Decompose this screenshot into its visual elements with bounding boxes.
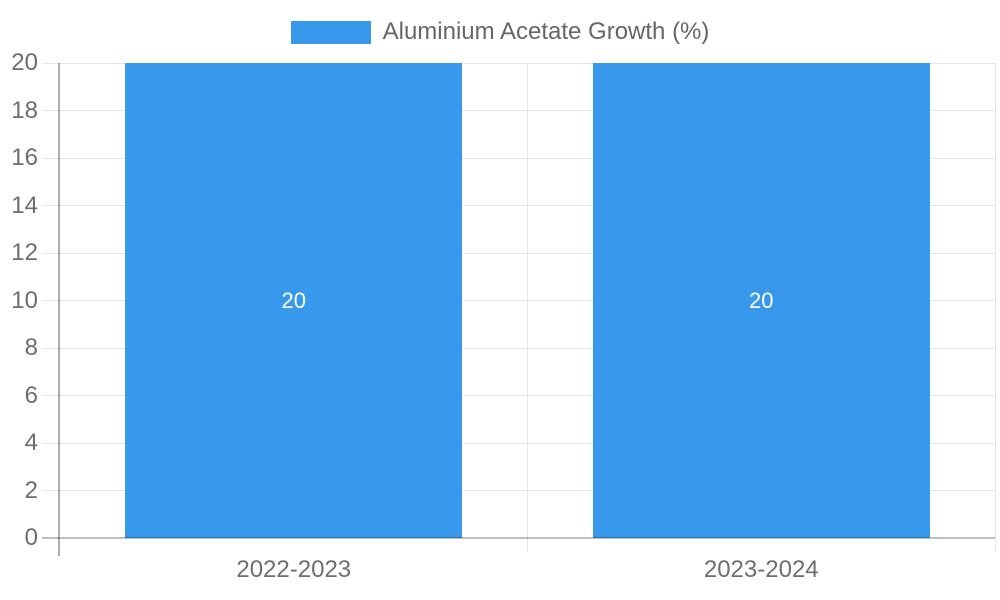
y-tick-label: 12 <box>11 239 38 266</box>
gridline <box>42 442 995 444</box>
y-axis-tick-labels: 0 2 4 6 8 10 12 14 16 18 20 <box>0 50 38 551</box>
y-tick-label: 2 <box>24 476 38 504</box>
plot-area: 20 20 <box>42 62 996 556</box>
x-axis-baseline <box>42 537 995 539</box>
plot-right-border <box>994 63 996 552</box>
y-tick-label: 10 <box>11 286 38 314</box>
legend-label: Aluminium Acetate Growth (%) <box>382 18 710 45</box>
x-tick-label: 2022-2023 <box>236 556 352 583</box>
legend-swatch-icon <box>290 20 371 44</box>
x-tick-label: 2023-2024 <box>703 556 819 583</box>
legend-item[interactable]: Aluminium Acetate Growth (%) <box>290 18 710 45</box>
bar-value-label: 20 <box>281 287 306 313</box>
gridline <box>42 490 995 491</box>
bar-2023-2024[interactable]: 20 <box>592 63 930 538</box>
gridline <box>42 395 995 396</box>
y-tick-label: 4 <box>24 429 38 456</box>
y-tick-label: 0 <box>24 524 38 551</box>
x-axis-tick-labels: 2022-2023 2023-2024 <box>60 556 995 586</box>
gridline <box>42 252 995 254</box>
y-axis-line <box>58 63 60 556</box>
gridline <box>42 62 995 64</box>
y-tick-label: 6 <box>24 381 38 409</box>
gridline <box>42 300 995 301</box>
gridline <box>42 347 995 349</box>
gridline <box>42 205 995 206</box>
bar-2022-2023[interactable]: 20 <box>125 63 463 538</box>
chart-legend: Aluminium Acetate Growth (%) <box>0 19 1000 45</box>
category-divider-line <box>527 63 528 552</box>
y-tick-label: 8 <box>24 334 38 361</box>
bar-value-label: 20 <box>749 287 774 313</box>
y-tick-label: 20 <box>11 49 38 76</box>
y-tick-label: 18 <box>11 96 38 124</box>
gridline <box>42 157 995 159</box>
gridline <box>42 110 995 111</box>
y-tick-label: 14 <box>11 191 38 219</box>
y-tick-label: 16 <box>11 144 38 171</box>
